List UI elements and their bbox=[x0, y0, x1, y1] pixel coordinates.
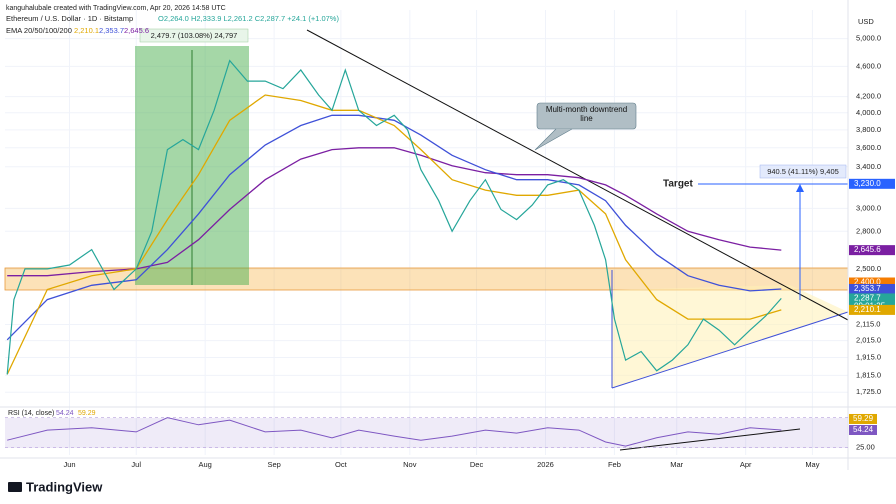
rsi-ma-tag-label: 59.29 bbox=[853, 414, 874, 423]
price-tag-label: 2,400.0 bbox=[854, 278, 881, 287]
y-tick-label: 3,800.0 bbox=[856, 125, 881, 134]
y-tick-label: 2,015.0 bbox=[856, 336, 881, 345]
x-tick-label: Mar bbox=[670, 460, 683, 469]
price-tag-label: 2,210.1 bbox=[854, 305, 881, 314]
y-tick-label: 2,800.0 bbox=[856, 226, 881, 235]
rsi-value: 54.24 bbox=[56, 410, 74, 417]
downtrend-line bbox=[306, 29, 849, 321]
callout-pointer bbox=[534, 128, 573, 151]
callout-box bbox=[536, 102, 637, 130]
y-tick-label: 5,000.0 bbox=[856, 34, 881, 43]
x-tick-label: Aug bbox=[199, 460, 212, 469]
price-tag bbox=[849, 245, 895, 256]
price-tag bbox=[849, 178, 895, 189]
y-tick-label: 1,725.0 bbox=[856, 387, 881, 396]
price-tag-label: 2,645.6 bbox=[854, 245, 881, 254]
support-zone bbox=[4, 267, 849, 291]
price-tag-label: 3,230.0 bbox=[854, 179, 881, 188]
x-tick-label: Oct bbox=[335, 460, 348, 469]
price-tag bbox=[849, 283, 895, 294]
x-tick-label: Dec bbox=[470, 460, 484, 469]
price-tag bbox=[849, 277, 895, 288]
callout-text: Multi-month downtrend line bbox=[545, 105, 628, 123]
x-tick-label: Jun bbox=[63, 460, 75, 469]
rsi-tag-label: 54.24 bbox=[853, 425, 874, 434]
y-tick-label: 3,400.0 bbox=[856, 162, 881, 171]
y-tick-label: 3,600.0 bbox=[856, 143, 881, 152]
logo-icon bbox=[8, 482, 22, 492]
x-tick-label: Feb bbox=[608, 460, 621, 469]
ema-line bbox=[6, 114, 782, 341]
triangle-edge bbox=[611, 311, 849, 389]
y-tick-label: 4,000.0 bbox=[856, 108, 881, 117]
ema-line bbox=[7, 147, 782, 277]
target-label-box bbox=[759, 164, 847, 179]
rsi-ma-tag bbox=[849, 413, 877, 424]
rsi-trendline bbox=[619, 428, 801, 451]
rsi-title: RSI (14, close) bbox=[8, 410, 54, 417]
x-tick-label: May bbox=[805, 460, 819, 469]
x-tick-label: 2026 bbox=[537, 460, 554, 469]
y-tick-label: 1,815.0 bbox=[856, 370, 881, 379]
credit: kanguhalubale created with TradingView.c… bbox=[6, 5, 226, 12]
y-tick-label: 2,500.0 bbox=[856, 264, 881, 273]
ema-legend: EMA 20/50/100/200 bbox=[6, 26, 72, 35]
currency: USD bbox=[858, 17, 874, 26]
price-tag bbox=[849, 304, 895, 315]
ohlc: O2,264.0 H2,333.9 L2,261.2 C2,287.7 +24.… bbox=[158, 14, 339, 23]
rsi-ma-value: 59.29 bbox=[78, 410, 96, 417]
measure-label: 2,479.7 (103.08%) 24,797 bbox=[151, 31, 238, 40]
x-tick-label: Sep bbox=[267, 460, 280, 469]
symbol: Ethereum / U.S. Dollar · 1D · Bitstamp bbox=[6, 14, 133, 23]
ema-line bbox=[6, 94, 782, 375]
y-tick-label: 2,115.0 bbox=[856, 319, 880, 328]
rsi-tag bbox=[849, 424, 877, 435]
callout: Multi-month downtrend line bbox=[545, 105, 628, 123]
logo-text: TradingView bbox=[26, 479, 103, 494]
rsi-line bbox=[7, 417, 782, 447]
rsi-band bbox=[5, 418, 848, 448]
logo: TradingView bbox=[8, 479, 103, 494]
target-arrowhead bbox=[796, 184, 804, 192]
target-label: Target bbox=[663, 179, 693, 190]
x-tick-label: Jul bbox=[131, 460, 141, 469]
y-tick-label: 4,200.0 bbox=[856, 92, 881, 101]
ema-value: 2,353.7 bbox=[99, 26, 124, 35]
price-line bbox=[6, 59, 782, 375]
ema-value: 2,645.6 bbox=[124, 26, 149, 35]
x-tick-label: Nov bbox=[403, 460, 417, 469]
y-tick-label: 3,000.0 bbox=[856, 203, 881, 212]
y-tick-label: 1,915.0 bbox=[856, 353, 881, 362]
x-tick-label: Apr bbox=[740, 460, 752, 469]
rsi-tick-label: 25.00 bbox=[856, 442, 875, 451]
triangle-pattern bbox=[612, 285, 848, 388]
y-tick-label: 4,600.0 bbox=[856, 61, 881, 70]
measure-label-box bbox=[139, 28, 249, 43]
price-tag-label: 2,353.7 bbox=[854, 284, 881, 293]
target-measure-label: 940.5 (41.11%) 9,405 bbox=[767, 167, 839, 176]
price-tag-label: 2,287.7 bbox=[854, 294, 881, 303]
ema-value: 2,210.1 bbox=[74, 26, 99, 35]
